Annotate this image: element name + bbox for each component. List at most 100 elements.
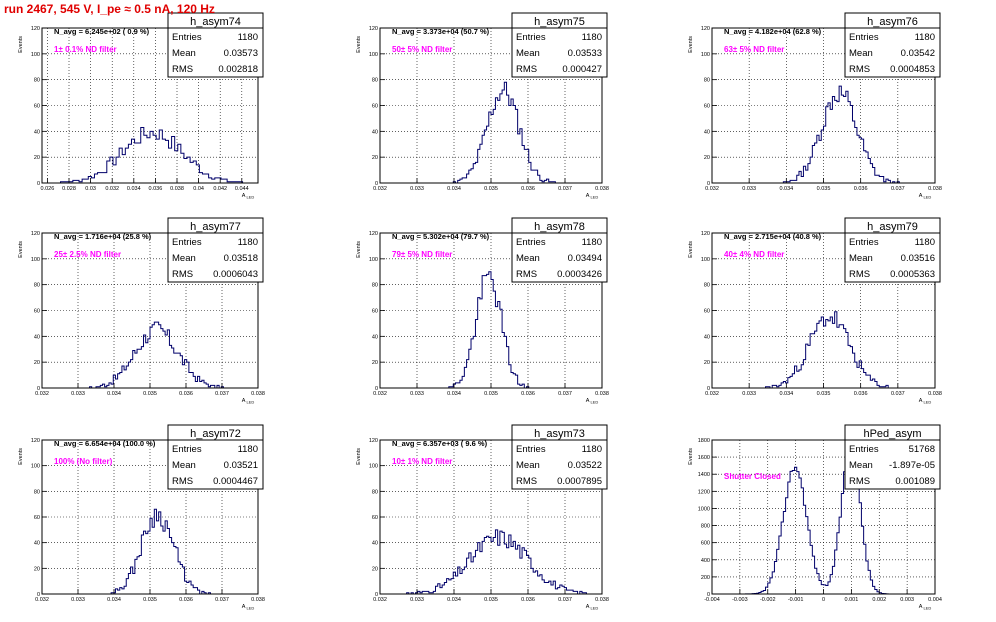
- histogram-panel-h_asym77: 0.032 0.033 0.034 0.035 0.036 0.037 0.038 0 20 40…: [18, 217, 265, 405]
- stats-value: 1180: [582, 444, 602, 455]
- y-tick-label: 60: [372, 515, 378, 521]
- histogram-panel-hPed_asym: -0.004 -0.003 -0.002 -0.001 0 0.001 0.002 0.003…: [688, 424, 942, 611]
- y-tick-label: 120: [31, 26, 40, 32]
- filter-annotation: 1± 0.1% ND filter: [54, 45, 117, 54]
- x-tick-label: 0.038: [928, 186, 942, 192]
- x-tick-label: 0.038: [170, 186, 184, 192]
- y-tick-label: 120: [369, 438, 378, 444]
- stats-label: Entries: [849, 237, 879, 248]
- stats-label: RMS: [172, 64, 193, 75]
- histogram-panel-h_asym78: 0.032 0.033 0.034 0.035 0.036 0.037 0.038 0 20 40…: [356, 217, 609, 405]
- histogram-name: h_asym77: [190, 221, 241, 233]
- filter-annotation: 63± 5% ND filter: [724, 45, 784, 54]
- x-tick-label: 0.036: [521, 597, 535, 603]
- y-tick-label: 100: [31, 257, 40, 263]
- x-tick-label: 0.037: [891, 391, 905, 397]
- x-axis-label: ALED: [242, 193, 255, 200]
- x-tick-label: 0.03: [85, 186, 96, 192]
- x-tick-label: 0.037: [215, 597, 229, 603]
- stats-value: 0.03521: [224, 460, 258, 471]
- y-tick-label: 0: [707, 592, 710, 598]
- stats-box: [511, 424, 608, 490]
- histogram-panel-h_asym72: 0.032 0.033 0.034 0.035 0.036 0.037 0.038 0 20 40…: [18, 424, 265, 611]
- x-tick-label: 0.04: [193, 186, 204, 192]
- x-tick-label: 0.038: [595, 597, 609, 603]
- x-tick-label: 0.037: [558, 186, 572, 192]
- x-tick-label: 0.032: [705, 391, 719, 397]
- y-tick-label: 100: [369, 52, 378, 58]
- y-tick-label: 40: [704, 129, 710, 135]
- x-tick-label: 0.037: [215, 391, 229, 397]
- stats-value: 1180: [238, 237, 258, 248]
- filter-annotation: 40± 4% ND filter: [724, 250, 784, 259]
- histogram-name: h_asym74: [190, 16, 241, 28]
- y-tick-label: 0: [707, 181, 710, 187]
- x-axis-label: ALED: [919, 193, 932, 200]
- stats-label: RMS: [516, 476, 537, 487]
- y-tick-label: 20: [34, 566, 40, 572]
- x-tick-label: 0.036: [149, 186, 163, 192]
- y-tick-label: 80: [34, 78, 40, 84]
- stats-box: [511, 12, 608, 78]
- y-tick-label: 0: [375, 386, 378, 392]
- stats-label: RMS: [172, 269, 193, 280]
- stats-label: Entries: [516, 444, 546, 455]
- filter-annotation: Shutter Closed: [724, 472, 781, 481]
- histogram-panel-h_asym76: 0.032 0.033 0.034 0.035 0.036 0.037 0.038 0 20 40…: [688, 12, 942, 200]
- x-tick-label: 0.035: [143, 597, 157, 603]
- histogram-name: h_asym75: [534, 16, 585, 28]
- y-tick-label: 80: [372, 489, 378, 495]
- stats-value: 0.0003426: [557, 269, 602, 280]
- y-tick-label: 60: [372, 309, 378, 315]
- navg-label: N_avg = 6.654e+04 (100.0 %): [54, 439, 156, 448]
- y-tick-label: 80: [704, 78, 710, 84]
- x-tick-label: 0.034: [447, 186, 461, 192]
- y-axis-label: Events: [356, 448, 362, 465]
- stats-value: 0.03573: [224, 48, 258, 59]
- x-tick-label: 0.032: [105, 186, 119, 192]
- y-tick-label: 80: [372, 283, 378, 289]
- x-tick-label: 0.034: [447, 391, 461, 397]
- x-axis-label: ALED: [586, 604, 599, 611]
- stats-label: Entries: [172, 444, 202, 455]
- y-tick-label: 100: [31, 464, 40, 470]
- y-axis-label: Events: [356, 36, 362, 53]
- x-tick-label: 0.033: [410, 391, 424, 397]
- x-tick-label: 0.034: [107, 597, 121, 603]
- stats-label: Entries: [516, 237, 546, 248]
- x-tick-label: 0.033: [742, 186, 756, 192]
- x-tick-label: 0.028: [62, 186, 76, 192]
- stats-value: 0.03494: [568, 253, 602, 264]
- y-tick-label: 40: [372, 129, 378, 135]
- x-tick-label: 0.004: [928, 597, 942, 603]
- y-tick-label: 80: [704, 283, 710, 289]
- y-tick-label: 60: [34, 309, 40, 315]
- histogram-h_asym79: [712, 311, 935, 389]
- x-tick-label: 0: [822, 597, 825, 603]
- navg-label: N_avg = 3.373e+04 (50.7 %): [392, 27, 490, 36]
- x-tick-label: 0.003: [900, 597, 914, 603]
- y-tick-label: 60: [704, 104, 710, 110]
- y-axis-label: Events: [18, 241, 24, 258]
- x-tick-label: 0.044: [235, 186, 249, 192]
- stats-value: 1180: [915, 237, 935, 248]
- x-tick-label: 0.037: [891, 186, 905, 192]
- x-tick-label: 0.034: [447, 597, 461, 603]
- stats-label: RMS: [172, 476, 193, 487]
- stats-label: Mean: [516, 253, 540, 264]
- x-axis-label: ALED: [586, 398, 599, 405]
- stats-label: Entries: [172, 32, 202, 43]
- x-tick-label: 0.032: [373, 597, 387, 603]
- x-tick-label: 0.038: [251, 391, 265, 397]
- stats-label: Mean: [172, 460, 196, 471]
- x-axis-label: ALED: [242, 398, 255, 405]
- y-tick-label: 200: [701, 575, 710, 581]
- y-axis-label: Events: [18, 448, 24, 465]
- x-tick-label: 0.034: [127, 186, 141, 192]
- stats-box: [167, 217, 264, 283]
- y-tick-label: 0: [707, 386, 710, 392]
- y-tick-label: 120: [31, 438, 40, 444]
- x-tick-label: 0.032: [373, 391, 387, 397]
- histogram-name: h_asym79: [867, 221, 918, 233]
- y-tick-label: 60: [34, 515, 40, 521]
